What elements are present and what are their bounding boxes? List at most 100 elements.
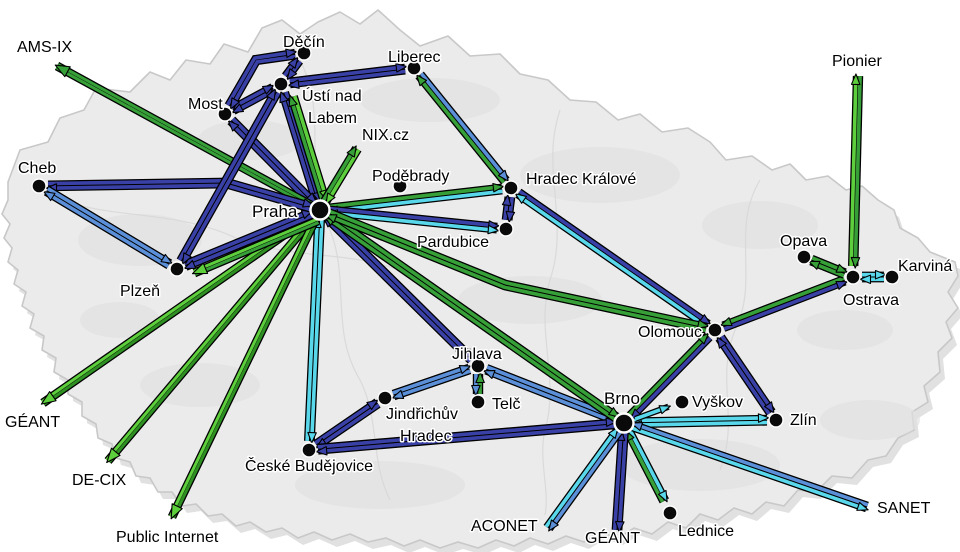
link-budejovice-jindrichuv: [316, 403, 380, 449]
label-decin: Děčín: [283, 34, 325, 51]
arrowhead-jihlava-telc: [471, 384, 481, 397]
link-usti-liberec: [289, 65, 406, 83]
node-plzen: [169, 261, 185, 277]
link-most-decin: [225, 50, 296, 106]
arrowhead-usti-decin: [287, 56, 299, 69]
label-liberec: Liberec: [388, 49, 440, 66]
link-praha-budejovice: [305, 218, 320, 441]
link-olomouc-zlin: [716, 337, 771, 415]
arrowhead-praha-nix: [346, 145, 357, 158]
link-praha-most: [228, 120, 314, 207]
label-jindrichuv-2: Hradec: [400, 428, 452, 445]
label-zlin: Zlín: [790, 412, 817, 429]
link-plzen-cheb: [44, 191, 170, 268]
link-praha-pardubice: [329, 206, 498, 228]
label-sanet: SANET: [877, 500, 931, 517]
arrowhead-praha-olomouc-green: [325, 214, 338, 224]
node-vyskov: [674, 394, 690, 410]
arrowhead-praha-geant: [40, 390, 57, 405]
label-usti-2: Labem: [308, 110, 357, 127]
link-praha-budejovice: [309, 219, 324, 442]
arrowhead-jihlava-telc: [475, 371, 485, 384]
arrowhead-praha-plzen-navy: [183, 260, 197, 270]
link-praha-brno-green: [325, 215, 617, 422]
link-brno-sanet: [632, 422, 869, 507]
node-praha: [309, 199, 331, 221]
node-zlin: [768, 412, 784, 428]
arrowhead-brno-vyskov: [658, 405, 671, 415]
link-pionier-ostrava: [849, 75, 858, 266]
link-praha-nix: [321, 146, 357, 202]
arrowhead-usti-liberec: [287, 79, 300, 89]
link-brno-aconet: [544, 427, 619, 528]
link-praha-plzen-navy: [185, 213, 314, 270]
arrowhead-brno-sanet: [856, 501, 869, 511]
link-plzen-usti: [177, 89, 277, 261]
arrowhead-praha-usti-green: [288, 94, 298, 108]
arrowhead-praha-plzen-green: [191, 262, 209, 275]
link-brno-lednice: [624, 431, 665, 503]
label-lednice: Lednice: [678, 523, 734, 540]
arrowhead-brno-olomouc: [697, 332, 710, 345]
arrowhead-liberec-hradec: [497, 169, 509, 182]
terrain-blob: [295, 461, 465, 509]
arrowhead-jihlava-brno: [483, 370, 496, 379]
link-brno-geant: [612, 431, 623, 530]
arrowhead-praha-usti-navy: [279, 90, 289, 104]
label-vyskov: Vyškov: [692, 394, 743, 411]
label-most: Most: [188, 96, 223, 113]
arrowhead-ostrava-opava: [835, 263, 848, 273]
arrowhead-ostrava-karvina: [874, 269, 887, 280]
arrowhead-olomouc-ostrava: [835, 280, 848, 290]
label-karvina: Karviná: [898, 258, 952, 275]
node-brno: [613, 412, 635, 434]
arrowhead-praha-olomouc-green: [696, 319, 710, 329]
label-pardubice: Pardubice: [417, 234, 489, 251]
node-jindrichuv-hradec: [377, 390, 393, 406]
link-praha-olomouc-green: [326, 213, 707, 333]
link-brno-geant: [617, 431, 628, 531]
link-usti-liberec: [289, 69, 406, 87]
label-cheb: Cheb: [18, 160, 56, 177]
node-lednice: [662, 505, 678, 521]
label-pionier: Pionier: [832, 53, 882, 70]
arrowhead-pionier-ostrava: [850, 73, 861, 86]
link-olomouc-zlin: [720, 335, 775, 413]
arrowhead-budejovice-jindrichuv: [366, 399, 379, 411]
link-plzen-cheb: [46, 187, 172, 264]
arrowhead-plzen-usti: [266, 88, 277, 101]
link-budejovice-brno: [317, 419, 615, 449]
link-brno-lednice: [628, 429, 668, 501]
arrowhead-hradec-pardubice: [501, 194, 512, 207]
link-brno-olomouc: [627, 333, 709, 417]
label-ostrava: Ostrava: [843, 292, 899, 309]
label-hradec: Hradec Králové: [526, 171, 636, 188]
node-olomouc: [707, 322, 723, 338]
arrowhead-brno-geant: [615, 520, 625, 533]
arrowhead-most-usti: [231, 103, 245, 114]
label-jindrichuv-1: Jindřichův: [386, 405, 458, 423]
label-telc: Telč: [492, 396, 520, 413]
node-most: [217, 106, 233, 122]
terrain-blob: [360, 78, 500, 122]
link-praha-public-internet: [169, 217, 316, 517]
link-praha-nix: [325, 148, 361, 204]
arrowhead-praha-decix: [106, 447, 121, 464]
arrowhead-olomouc-zlin: [716, 336, 727, 349]
arrowhead-plzen-cheb: [160, 253, 173, 264]
link-plzen-usti: [181, 92, 281, 264]
link-jihlava-brno: [484, 369, 616, 424]
arrowhead-ostrava-opava: [808, 260, 821, 270]
node-hradec: [503, 180, 519, 196]
arrowhead-most-usti: [261, 84, 275, 95]
node-pardubice: [498, 221, 514, 237]
terrain-blob: [797, 310, 893, 350]
link-praha-geant: [43, 215, 314, 406]
link-olomouc-ostrava: [721, 276, 845, 327]
link-praha-jihlava: [323, 216, 472, 363]
arrowhead-praha-brno-green: [608, 407, 621, 418]
node-telc: [470, 394, 486, 410]
link-praha-brno-green: [327, 211, 619, 418]
arrowhead-ostrava-karvina: [859, 274, 872, 285]
node-decin: [296, 45, 312, 61]
